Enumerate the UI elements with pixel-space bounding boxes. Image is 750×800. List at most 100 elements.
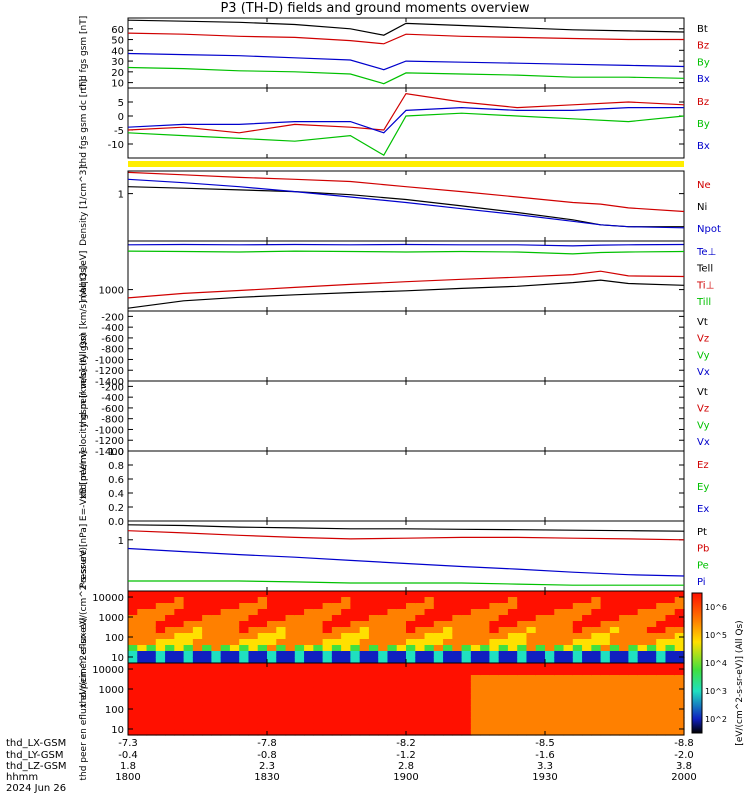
y-tick-label: 5 bbox=[118, 98, 124, 109]
spectrogram-cell bbox=[368, 669, 379, 676]
spectrogram-cell bbox=[498, 657, 509, 664]
spectrogram-cell bbox=[591, 687, 602, 694]
spectrogram-cell bbox=[387, 651, 398, 658]
spectrogram-cell bbox=[461, 603, 472, 610]
spectrogram-cell bbox=[331, 657, 342, 664]
spectrogram-cell bbox=[507, 639, 518, 646]
spectrogram-cell bbox=[387, 699, 398, 706]
spectrogram-cell bbox=[470, 717, 481, 724]
spectrogram-cell bbox=[350, 591, 361, 598]
spectrogram-cell bbox=[304, 651, 314, 658]
spectrogram-cell bbox=[341, 675, 351, 682]
spectrogram-cell bbox=[526, 699, 537, 706]
spectrogram-cell bbox=[609, 717, 620, 724]
spectrogram-cell bbox=[239, 663, 250, 670]
spectrogram-cell bbox=[461, 615, 472, 622]
spectrogram-cell bbox=[572, 723, 583, 730]
spectrogram-cell bbox=[591, 729, 602, 736]
spectrogram-cell bbox=[211, 681, 222, 688]
spectrogram-cell bbox=[183, 639, 194, 646]
spectrogram-cell bbox=[267, 729, 277, 736]
spectrogram-cell bbox=[517, 675, 528, 682]
spectrogram-cell bbox=[322, 603, 333, 610]
spectrogram-cell bbox=[452, 681, 463, 688]
spectrogram-cell bbox=[192, 609, 203, 616]
spectrogram-cell bbox=[285, 657, 296, 664]
spectrogram-cell bbox=[174, 627, 185, 634]
spectrogram-cell bbox=[415, 639, 426, 646]
series-line-Pe bbox=[128, 580, 684, 586]
spectrogram-cell bbox=[387, 591, 398, 598]
spectrogram-cell bbox=[267, 681, 277, 688]
spectrogram-cell bbox=[267, 717, 277, 724]
panel-frame bbox=[127, 170, 685, 242]
spectrogram-cell bbox=[406, 675, 416, 682]
spectrogram-cell bbox=[563, 609, 574, 616]
spectrogram-cell bbox=[461, 657, 472, 664]
spectrogram-cell bbox=[313, 681, 324, 688]
spectrogram-cell bbox=[443, 621, 453, 628]
spectrogram-cell bbox=[572, 693, 583, 700]
spectrogram-cell bbox=[470, 669, 481, 676]
spectrogram-cell bbox=[591, 663, 602, 670]
spectrogram-cell bbox=[146, 591, 157, 598]
spectrogram-cell bbox=[554, 645, 565, 652]
spectrogram-cell bbox=[535, 609, 546, 616]
spectrogram-cell bbox=[406, 669, 416, 676]
spectrogram-cell bbox=[535, 663, 546, 670]
spectrogram-cell bbox=[220, 621, 231, 628]
spectrogram-cell bbox=[489, 657, 500, 664]
spectrogram-cell bbox=[563, 693, 574, 700]
panel-10 bbox=[127, 662, 685, 736]
spectrogram-cell bbox=[619, 723, 629, 730]
spectrogram-cell bbox=[646, 699, 657, 706]
spectrogram-cell bbox=[248, 597, 259, 604]
spectrogram-cell bbox=[396, 645, 407, 652]
spectrogram-cell bbox=[582, 711, 592, 718]
spectrogram-cell bbox=[146, 663, 157, 670]
spectrogram-cell bbox=[341, 597, 351, 604]
spectrogram-cell bbox=[535, 627, 546, 634]
spectrogram-cell bbox=[257, 651, 268, 658]
footer-value: 1800 bbox=[115, 772, 140, 783]
spectrogram-cell bbox=[294, 723, 305, 730]
spectrogram-cell bbox=[202, 729, 212, 736]
spectrogram-cell bbox=[368, 675, 379, 682]
spectrogram-cell bbox=[248, 621, 259, 628]
legend-entry: Ey bbox=[697, 482, 709, 493]
spectrogram-cell bbox=[276, 663, 287, 670]
spectrogram-cell bbox=[656, 645, 667, 652]
spectrogram-cell bbox=[443, 591, 453, 598]
spectrogram-cell bbox=[257, 627, 268, 634]
spectrogram-cell bbox=[406, 717, 416, 724]
spectrogram-cell bbox=[137, 705, 148, 712]
spectrogram-cell bbox=[545, 669, 555, 676]
spectrogram-cell bbox=[128, 663, 138, 670]
spectrogram-cell bbox=[276, 591, 287, 598]
y-axis-label: thd peer en eflux eV/(cm^2-s-sr-eV) bbox=[79, 617, 89, 780]
spectrogram-cell bbox=[304, 717, 314, 724]
spectrogram-cell bbox=[387, 621, 398, 628]
spectrogram-cell bbox=[313, 651, 324, 658]
footer-row-label: thd_LX-GSM bbox=[6, 738, 66, 749]
spectrogram-cell bbox=[202, 687, 212, 694]
y-tick-label: 1 bbox=[118, 190, 124, 201]
spectrogram-cell bbox=[137, 627, 148, 634]
spectrogram-cell bbox=[396, 633, 407, 640]
spectrogram-cell bbox=[294, 711, 305, 718]
spectrogram-cell bbox=[609, 675, 620, 682]
spectrogram-cell bbox=[545, 705, 555, 712]
spectrogram-cell bbox=[378, 675, 389, 682]
spectrogram-cell bbox=[248, 681, 259, 688]
spectrogram-cell bbox=[331, 639, 342, 646]
spectrogram-cell bbox=[628, 597, 639, 604]
spectrogram-cell bbox=[146, 597, 157, 604]
spectrogram-cell bbox=[674, 705, 685, 712]
spectrogram-cell bbox=[470, 627, 481, 634]
spectrogram-cell bbox=[535, 717, 546, 724]
spectrogram-cell bbox=[443, 693, 453, 700]
colorbar bbox=[691, 592, 703, 734]
spectrogram-cell bbox=[415, 651, 426, 658]
spectrogram-cell bbox=[396, 603, 407, 610]
spectrogram-cell bbox=[480, 591, 490, 598]
